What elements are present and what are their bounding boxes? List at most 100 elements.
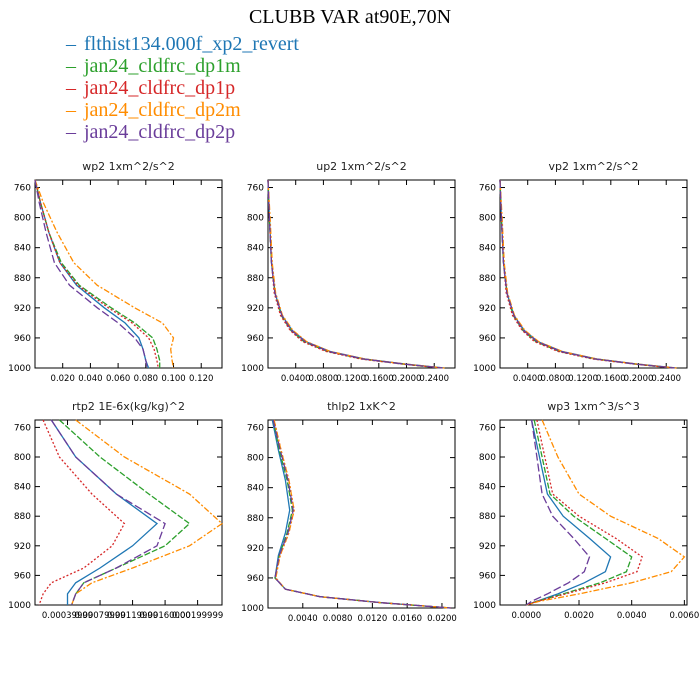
y-tick-label: 920 [247, 544, 264, 554]
y-tick-label: 800 [14, 453, 31, 463]
series-line-2 [273, 419, 451, 609]
series-line-4 [34, 179, 148, 369]
series-line-1 [267, 179, 442, 369]
series-line-2 [34, 179, 159, 369]
y-tick-label: 800 [247, 454, 264, 464]
y-tick-label: 1000 [8, 601, 31, 611]
y-tick-label: 760 [14, 184, 31, 194]
legend: – flthist134.000f_xp2_revert – jan24_cldfr… [66, 33, 299, 143]
series-line-3 [70, 419, 224, 606]
x-tick-label: 0.0040 [288, 614, 318, 624]
y-tick-label: 760 [479, 423, 496, 433]
y-tick-label: 760 [247, 424, 264, 434]
y-tick-label: 800 [479, 214, 496, 224]
series-line-0 [526, 419, 612, 606]
x-tick-label: 0.0000 [511, 611, 541, 621]
x-tick-label: 0.0120 [357, 614, 387, 624]
series-line-2 [499, 179, 674, 369]
chart-panel-4: thlp2 1xK^2 760 800 840 880 920 960 1000 0.0040 0… [241, 400, 457, 624]
x-tick-label: 0.080 [134, 374, 158, 384]
y-tick-label: 800 [14, 214, 31, 224]
series-line-2 [526, 419, 643, 606]
x-tick-label: 0.1600 [364, 374, 394, 384]
y-tick-label: 800 [247, 214, 264, 224]
x-tick-label: 0.00039999 [42, 611, 93, 621]
x-tick-label: 0.060 [106, 374, 130, 384]
panel-frame [34, 419, 223, 606]
x-tick-label: 0.1600 [596, 374, 626, 384]
x-tick-label: 0.2000 [624, 374, 654, 384]
x-tick-label: 0.00199999 [172, 611, 223, 621]
panel-title: up2 1xm^2/s^2 [316, 160, 407, 173]
y-tick-label: 760 [479, 184, 496, 194]
legend-line-icon: – [66, 99, 76, 121]
y-tick-label: 960 [247, 334, 264, 344]
figure-title: CLUBB VAR at90E,70N [248, 6, 452, 28]
y-tick-label: 920 [247, 304, 264, 314]
series-line-4 [525, 419, 591, 606]
series-line-0 [50, 419, 159, 605]
series-line-0 [34, 179, 150, 369]
x-tick-label: 0.0160 [392, 614, 422, 624]
legend-label: jan24_cldfrc_dp1p [84, 77, 236, 99]
series-line-3 [273, 419, 451, 609]
legend-label: flthist134.000f_xp2_revert [84, 33, 299, 55]
legend-line-icon: – [66, 77, 76, 99]
x-tick-label: 0.0060 [669, 611, 699, 621]
y-tick-label: 840 [479, 483, 496, 493]
y-tick-label: 880 [14, 512, 31, 522]
series-line-3 [499, 179, 677, 369]
y-tick-label: 1000 [473, 601, 496, 611]
series-line-4 [267, 179, 443, 369]
series-line-1 [272, 419, 451, 609]
y-tick-label: 840 [14, 244, 31, 254]
x-tick-label: 0.1200 [336, 374, 366, 384]
series-line-1 [526, 419, 633, 606]
series-line-0 [267, 179, 445, 369]
x-tick-label: 0.0400 [513, 374, 543, 384]
panel-frame [267, 179, 456, 369]
x-tick-label: 0.1200 [568, 374, 598, 384]
y-tick-label: 840 [247, 244, 264, 254]
series-line-1 [34, 179, 161, 368]
y-tick-label: 920 [14, 304, 31, 314]
panel-title: thlp2 1xK^2 [327, 400, 396, 413]
series-line-1 [58, 419, 191, 606]
panel-frame [499, 179, 688, 369]
y-tick-label: 960 [479, 334, 496, 344]
chart-panel-0: wp2 1xm^2/s^2 760 800 840 880 920 960 1000 0.020… [8, 160, 223, 384]
panel-frame [34, 179, 223, 369]
series-line-1 [499, 179, 674, 369]
legend-item-dp1p: – jan24_cldfrc_dp1p [66, 77, 299, 99]
series-line-4 [50, 419, 166, 606]
panel-frame [267, 419, 456, 609]
y-tick-label: 880 [14, 274, 31, 284]
y-tick-label: 760 [247, 184, 264, 194]
chart-panel-3: rtp2 1E-6x(kg/kg)^2 760 800 840 880 920 960 100… [8, 400, 223, 621]
y-tick-label: 1000 [241, 604, 264, 614]
y-tick-label: 960 [14, 571, 31, 581]
x-tick-label: 0.120 [189, 374, 213, 384]
x-tick-label: 0.0800 [541, 374, 571, 384]
series-line-4 [272, 419, 451, 609]
y-tick-label: 1000 [8, 364, 31, 374]
y-tick-label: 960 [247, 574, 264, 584]
series-line-3 [34, 179, 175, 369]
legend-item-dp2m: – jan24_cldfrc_dp2m [66, 99, 299, 121]
series-line-0 [271, 419, 451, 609]
y-tick-label: 960 [479, 571, 496, 581]
x-tick-label: 0.0200 [427, 614, 457, 624]
series-line-2 [38, 419, 126, 606]
series-line-4 [499, 179, 675, 369]
x-tick-label: 0.00160000 [139, 611, 190, 621]
x-tick-label: 0.2400 [419, 374, 449, 384]
legend-line-icon: – [66, 55, 76, 77]
legend-label: jan24_cldfrc_dp2p [84, 121, 236, 143]
x-tick-label: 0.0020 [564, 611, 594, 621]
y-tick-label: 840 [479, 244, 496, 254]
series-line-3 [526, 419, 686, 606]
chart-panel-5: wp3 1xm^3/s^3 760 800 840 880 920 960 1000 0.000… [473, 400, 699, 621]
y-tick-label: 880 [479, 274, 496, 284]
legend-item-flthist: – flthist134.000f_xp2_revert [66, 33, 299, 55]
x-tick-label: 0.00079999 [74, 611, 125, 621]
